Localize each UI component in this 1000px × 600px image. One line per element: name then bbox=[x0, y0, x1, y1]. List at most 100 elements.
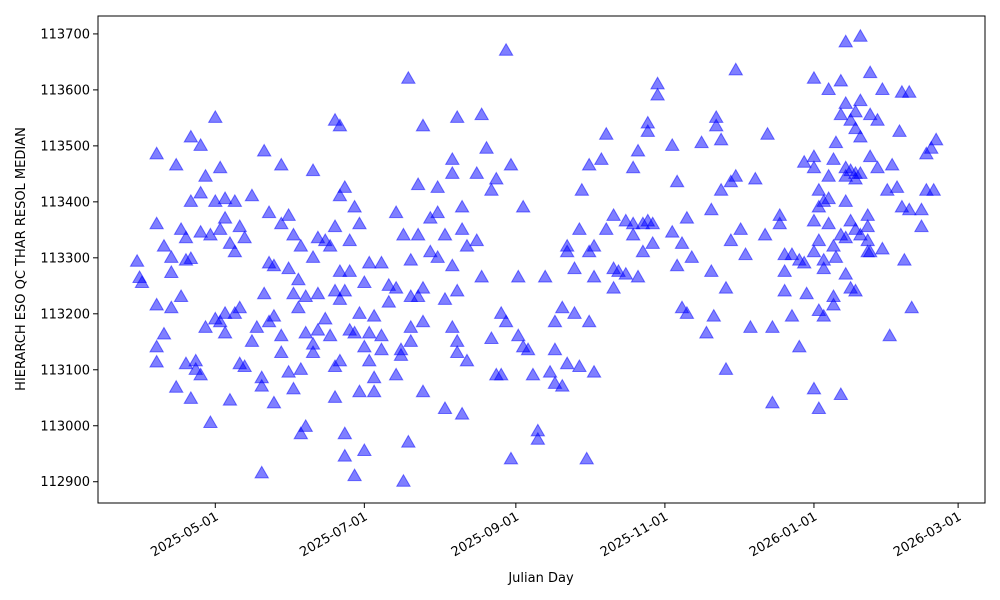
data-point bbox=[298, 418, 314, 432]
data-point bbox=[469, 233, 485, 247]
data-point bbox=[327, 389, 343, 403]
data-point bbox=[816, 308, 832, 322]
data-point bbox=[444, 151, 460, 165]
data-point bbox=[249, 319, 265, 333]
data-point bbox=[305, 336, 321, 350]
data-point bbox=[322, 238, 338, 252]
data-point bbox=[483, 182, 499, 196]
data-point bbox=[510, 328, 526, 342]
data-point bbox=[293, 426, 309, 440]
data-point bbox=[322, 328, 338, 342]
data-point bbox=[703, 263, 719, 277]
data-point bbox=[708, 118, 724, 132]
data-point bbox=[713, 132, 729, 146]
data-point bbox=[254, 378, 270, 392]
data-point bbox=[193, 367, 209, 381]
data-point bbox=[843, 112, 859, 126]
data-point bbox=[351, 216, 367, 230]
data-point bbox=[713, 182, 729, 196]
data-point bbox=[232, 300, 248, 314]
data-point bbox=[515, 199, 531, 213]
data-point bbox=[852, 129, 868, 143]
data-point bbox=[777, 283, 793, 297]
data-point bbox=[884, 157, 900, 171]
data-point bbox=[207, 109, 223, 123]
data-point bbox=[198, 168, 214, 182]
data-point bbox=[821, 191, 837, 205]
y-axis-label: HIERARCH ESO QC THAR RESOL MEDIAN bbox=[14, 127, 29, 391]
data-point bbox=[256, 143, 272, 157]
data-point bbox=[606, 207, 622, 221]
data-point bbox=[764, 395, 780, 409]
data-point bbox=[356, 275, 372, 289]
data-point bbox=[388, 367, 404, 381]
data-point bbox=[554, 300, 570, 314]
data-point bbox=[821, 216, 837, 230]
data-point bbox=[351, 384, 367, 398]
data-point bbox=[222, 392, 238, 406]
data-point bbox=[852, 165, 868, 179]
data-point bbox=[366, 308, 382, 322]
data-point bbox=[178, 230, 194, 244]
data-point bbox=[874, 81, 890, 95]
data-point bbox=[586, 269, 602, 283]
y-tick-label: 113600 bbox=[40, 83, 90, 98]
data-point bbox=[342, 263, 358, 277]
data-point bbox=[728, 168, 744, 182]
data-point bbox=[437, 227, 453, 241]
data-point bbox=[838, 193, 854, 207]
data-point bbox=[373, 342, 389, 356]
data-point bbox=[530, 423, 546, 437]
data-point bbox=[852, 28, 868, 42]
data-point bbox=[388, 280, 404, 294]
data-point bbox=[227, 244, 243, 258]
data-point bbox=[347, 325, 363, 339]
data-point bbox=[285, 227, 301, 241]
data-point bbox=[503, 451, 519, 465]
data-point bbox=[928, 132, 944, 146]
data-point bbox=[212, 160, 228, 174]
data-point bbox=[747, 171, 763, 185]
data-point bbox=[361, 325, 377, 339]
data-point bbox=[285, 381, 301, 395]
data-point bbox=[862, 244, 878, 258]
data-point bbox=[821, 168, 837, 182]
data-point bbox=[149, 339, 165, 353]
data-point bbox=[718, 280, 734, 294]
data-point bbox=[273, 328, 289, 342]
data-point bbox=[625, 227, 641, 241]
data-point bbox=[806, 244, 822, 258]
data-point bbox=[806, 381, 822, 395]
data-point bbox=[415, 118, 431, 132]
data-point bbox=[202, 414, 218, 429]
data-point bbox=[454, 199, 470, 213]
x-axis-label: Julian Day bbox=[507, 571, 574, 586]
data-point bbox=[493, 367, 509, 381]
data-point bbox=[244, 188, 260, 202]
data-point bbox=[290, 272, 306, 286]
data-point bbox=[388, 205, 404, 219]
data-point bbox=[811, 233, 827, 247]
data-point bbox=[581, 314, 597, 328]
data-point bbox=[332, 291, 348, 305]
data-point bbox=[847, 121, 864, 135]
data-point bbox=[342, 233, 358, 247]
data-point bbox=[869, 112, 885, 126]
data-point bbox=[410, 289, 426, 303]
data-point bbox=[625, 216, 641, 230]
data-point bbox=[669, 258, 685, 272]
data-point bbox=[896, 252, 912, 266]
data-point bbox=[237, 358, 253, 373]
data-point bbox=[254, 465, 270, 479]
plot-area bbox=[129, 28, 944, 487]
data-point bbox=[847, 104, 864, 118]
data-point bbox=[757, 227, 773, 241]
data-point bbox=[212, 221, 228, 235]
data-point bbox=[862, 65, 878, 79]
data-point bbox=[356, 442, 372, 456]
data-point bbox=[444, 165, 460, 179]
data-point bbox=[664, 137, 680, 151]
data-point bbox=[266, 395, 282, 409]
